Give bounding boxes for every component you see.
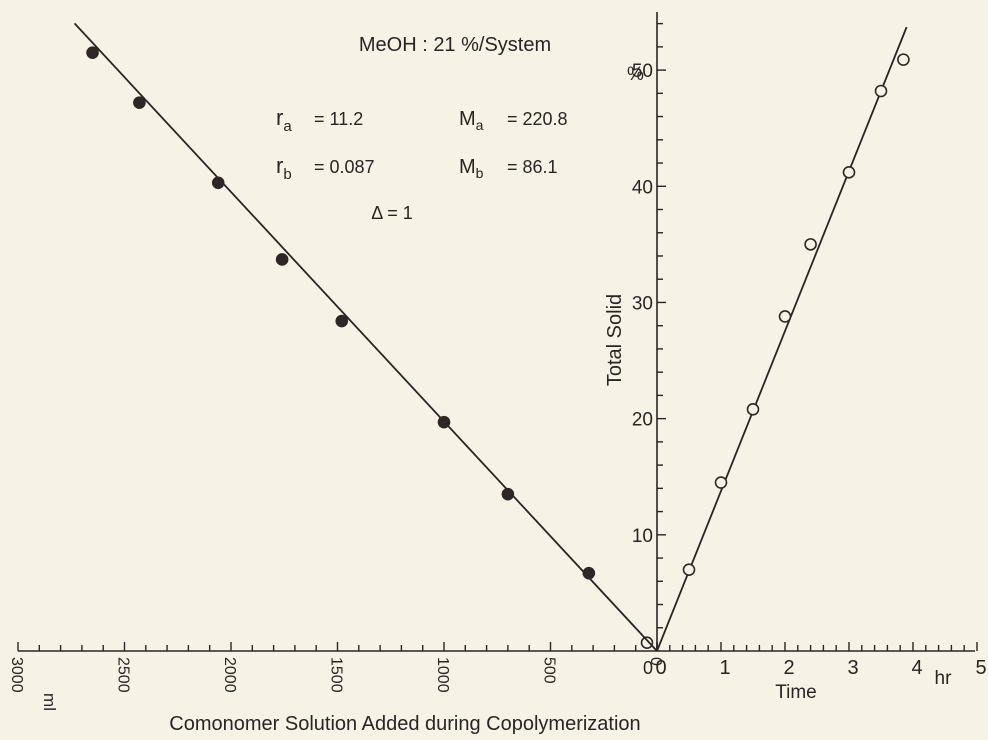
open-data-point — [714, 476, 728, 489]
open-data-point — [874, 84, 888, 98]
right-x-ticks: 0 1 2 3 4 5 0 — [643, 642, 987, 679]
mb-annotation: Mb — [459, 156, 484, 181]
open-data-point — [682, 563, 696, 576]
time-tick-label: 4 — [911, 657, 922, 679]
comonomer-axis-title: Comonomer Solution Added during Copolyme… — [169, 713, 640, 735]
rb-value: = 0.087 — [314, 157, 375, 177]
left-x-ticks: 3000 2500 2000 1500 1000 500 0 — [8, 642, 664, 693]
left-x-tick-label: 2000 — [221, 657, 238, 693]
mb-subscript: b — [476, 165, 484, 181]
y-tick-label: 50 — [632, 61, 653, 82]
open-data-point — [804, 238, 817, 251]
delta-annotation: Δ = 1 — [371, 203, 413, 223]
filled-data-point — [86, 46, 99, 59]
y-tick-label: 20 — [632, 410, 653, 431]
filled-data-point — [501, 487, 515, 501]
time-unit-label: hr — [935, 668, 953, 689]
y-ticks: 10 20 30 40 50 — [632, 22, 666, 629]
time-tick-label: 0 — [655, 657, 666, 679]
ma-subscript: a — [476, 117, 484, 133]
open-data-point — [746, 403, 760, 416]
mb-symbol: M — [459, 156, 476, 178]
y-tick-label: 30 — [632, 293, 653, 314]
ra-annotation: ra — [276, 105, 292, 135]
filled-data-point — [133, 96, 146, 109]
ra-symbol: r — [276, 105, 283, 130]
mb-value: = 86.1 — [507, 157, 558, 177]
time-tick-label: 3 — [847, 657, 858, 679]
y-unit-label: % — [627, 64, 644, 85]
y-tick-label: 10 — [632, 526, 653, 547]
right-fit-line — [656, 26, 908, 652]
ma-annotation: Ma — [459, 108, 484, 133]
filled-data-point — [582, 566, 596, 580]
filled-data-point — [275, 253, 289, 266]
data-points — [86, 46, 910, 649]
rb-annotation: rb — [276, 153, 292, 183]
filled-data-point — [335, 314, 349, 328]
left-x-tick-label: 0 — [647, 657, 664, 666]
left-x-tick-label: 3000 — [8, 657, 25, 693]
time-tick-label: 5 — [975, 657, 986, 679]
filled-data-point — [437, 415, 451, 429]
system-annotation: MeOH : 21 %/System — [359, 34, 551, 56]
rb-symbol: r — [276, 153, 283, 178]
ra-value: = 11.2 — [314, 109, 363, 129]
open-data-point — [778, 310, 792, 323]
time-axis-title: Time — [775, 682, 817, 703]
left-x-tick-label: 1000 — [434, 657, 451, 693]
rb-subscript: b — [283, 166, 291, 183]
y-tick-label: 40 — [632, 177, 653, 198]
ma-symbol: M — [459, 108, 476, 130]
time-tick-label: 2 — [783, 657, 794, 679]
filled-data-point — [211, 176, 225, 190]
ma-value: = 220.8 — [507, 109, 568, 129]
left-x-tick-label: 1500 — [328, 657, 345, 693]
time-tick-label: 1 — [719, 657, 730, 679]
y-axis-title: Total Solid — [604, 294, 626, 386]
left-fit-line — [73, 22, 658, 652]
filled-data-point — [640, 636, 654, 649]
left-x-tick-label: 2500 — [115, 657, 132, 693]
left-x-tick-label: 500 — [541, 657, 558, 684]
open-data-point — [842, 166, 856, 179]
fit-lines — [73, 22, 908, 652]
ra-subscript: a — [283, 118, 292, 135]
open-data-point — [897, 53, 910, 66]
left-zero-label: 0 — [643, 658, 653, 678]
ml-unit-label: ml — [40, 693, 59, 711]
